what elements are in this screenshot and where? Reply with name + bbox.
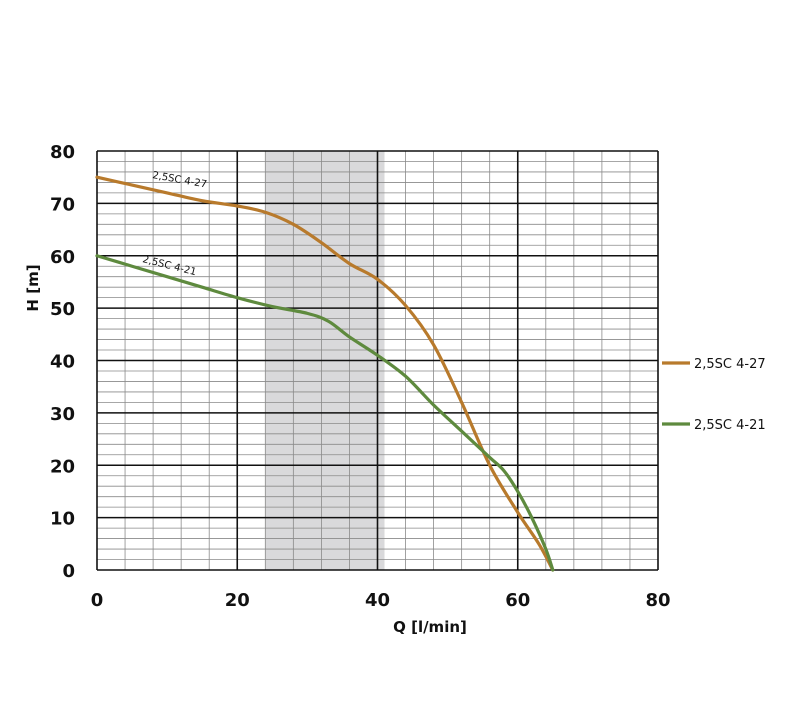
curve-label: 2,5SC 4-21: [141, 254, 197, 278]
y-tick-label: 0: [62, 561, 75, 582]
x-tick-label: 80: [645, 590, 670, 611]
curve-label: 2,5SC 4-27: [151, 170, 207, 190]
legend-label: 2,5SC 4-21: [694, 418, 766, 433]
y-tick-label: 60: [50, 247, 75, 268]
y-axis-title: H [m]: [24, 264, 42, 311]
x-tick-label: 60: [505, 590, 530, 611]
y-tick-label: 10: [50, 509, 75, 530]
y-tick-label: 40: [50, 352, 75, 373]
y-tick-label: 80: [50, 142, 75, 163]
legend: 2,5SC 4-27 2,5SC 4-21: [662, 357, 766, 433]
y-tick-label: 50: [50, 299, 75, 320]
x-tick-label: 0: [91, 590, 104, 611]
x-tick-label: 40: [365, 590, 390, 611]
legend-label: 2,5SC 4-27: [694, 357, 766, 372]
series-line: [95, 254, 555, 572]
tick-labels: 0 20 40 60 80 0 10 20 30 40 50 60 70 80: [50, 142, 671, 611]
series-line: [95, 175, 555, 572]
y-tick-label: 70: [50, 194, 75, 215]
y-tick-label: 20: [50, 456, 75, 477]
y-tick-label: 30: [50, 404, 75, 425]
major-grid: [96, 150, 659, 571]
x-tick-label: 20: [225, 590, 250, 611]
x-axis-title: Q [l/min]: [393, 618, 467, 636]
series-lines: [95, 175, 555, 572]
